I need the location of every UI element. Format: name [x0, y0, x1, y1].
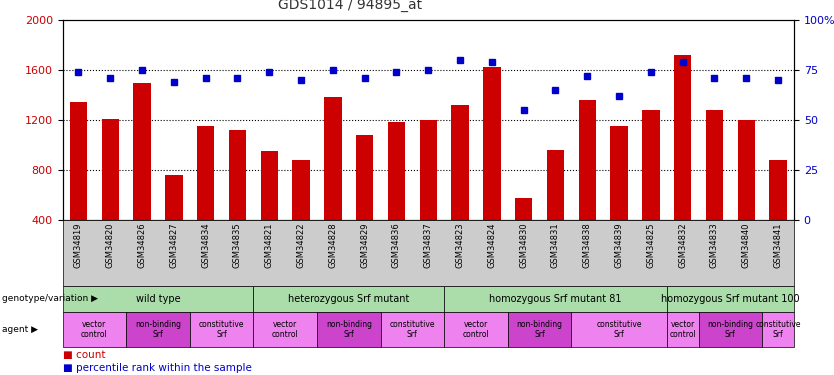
Text: GSM34831: GSM34831	[551, 222, 560, 268]
Bar	[642, 110, 660, 220]
Text: ■ count: ■ count	[63, 350, 105, 360]
Bar	[420, 120, 437, 220]
Text: homozygous Srf mutant 81: homozygous Srf mutant 81	[490, 294, 621, 304]
Bar	[674, 55, 691, 220]
Text: constitutive
Srf: constitutive Srf	[198, 320, 244, 339]
Text: vector
control: vector control	[670, 320, 696, 339]
Bar	[102, 118, 119, 220]
Text: GSM34822: GSM34822	[297, 222, 305, 267]
Text: GSM34834: GSM34834	[201, 222, 210, 268]
Text: GSM34836: GSM34836	[392, 222, 401, 268]
Bar	[70, 102, 88, 220]
Bar	[229, 130, 246, 220]
Bar	[292, 160, 309, 220]
Text: GSM34839: GSM34839	[615, 222, 624, 268]
Text: genotype/variation ▶: genotype/variation ▶	[2, 294, 98, 303]
Text: GSM34830: GSM34830	[519, 222, 528, 268]
Text: GSM34819: GSM34819	[74, 222, 83, 267]
Text: non-binding
Srf: non-binding Srf	[326, 320, 372, 339]
Text: GSM34837: GSM34837	[424, 222, 433, 268]
Text: GSM34824: GSM34824	[487, 222, 496, 267]
Text: vector
control: vector control	[463, 320, 490, 339]
Text: GSM34827: GSM34827	[169, 222, 178, 268]
Text: GSM34829: GSM34829	[360, 222, 369, 267]
Bar	[451, 105, 469, 220]
Bar	[356, 135, 374, 220]
Text: GSM34833: GSM34833	[710, 222, 719, 268]
Text: constitutive
Srf: constitutive Srf	[756, 320, 801, 339]
Bar	[579, 100, 596, 220]
Bar	[483, 67, 500, 220]
Text: constitutive
Srf: constitutive Srf	[389, 320, 435, 339]
Text: GDS1014 / 94895_at: GDS1014 / 94895_at	[279, 0, 422, 12]
Text: GSM34828: GSM34828	[329, 222, 338, 268]
Bar	[737, 120, 755, 220]
Text: heterozygous Srf mutant: heterozygous Srf mutant	[288, 294, 409, 304]
Text: GSM34825: GSM34825	[646, 222, 656, 267]
Bar	[706, 110, 723, 220]
Text: agent ▶: agent ▶	[2, 325, 38, 334]
Text: non-binding
Srf: non-binding Srf	[135, 320, 181, 339]
Text: non-binding
Srf: non-binding Srf	[516, 320, 563, 339]
Text: vector
control: vector control	[272, 320, 299, 339]
Text: GSM34820: GSM34820	[106, 222, 115, 267]
Text: homozygous Srf mutant 100: homozygous Srf mutant 100	[661, 294, 800, 304]
Text: GSM34838: GSM34838	[583, 222, 592, 268]
Bar	[769, 160, 786, 220]
Text: GSM34832: GSM34832	[678, 222, 687, 268]
Bar	[197, 126, 214, 220]
Bar	[133, 84, 151, 220]
Bar	[515, 198, 532, 220]
Text: GSM34841: GSM34841	[774, 222, 782, 267]
Bar	[260, 151, 278, 220]
Text: GSM34821: GSM34821	[264, 222, 274, 267]
Text: constitutive
Srf: constitutive Srf	[596, 320, 642, 339]
Bar	[388, 122, 405, 220]
Bar	[610, 126, 628, 220]
Bar	[324, 97, 342, 220]
Text: wild type: wild type	[136, 294, 180, 304]
Text: vector
control: vector control	[81, 320, 108, 339]
Text: GSM34823: GSM34823	[455, 222, 465, 268]
Text: ■ percentile rank within the sample: ■ percentile rank within the sample	[63, 363, 251, 373]
Bar	[165, 175, 183, 220]
Bar	[547, 150, 565, 220]
Text: GSM34835: GSM34835	[233, 222, 242, 268]
Text: GSM34826: GSM34826	[138, 222, 147, 268]
Text: non-binding
Srf: non-binding Srf	[707, 320, 753, 339]
Text: GSM34840: GSM34840	[741, 222, 751, 267]
